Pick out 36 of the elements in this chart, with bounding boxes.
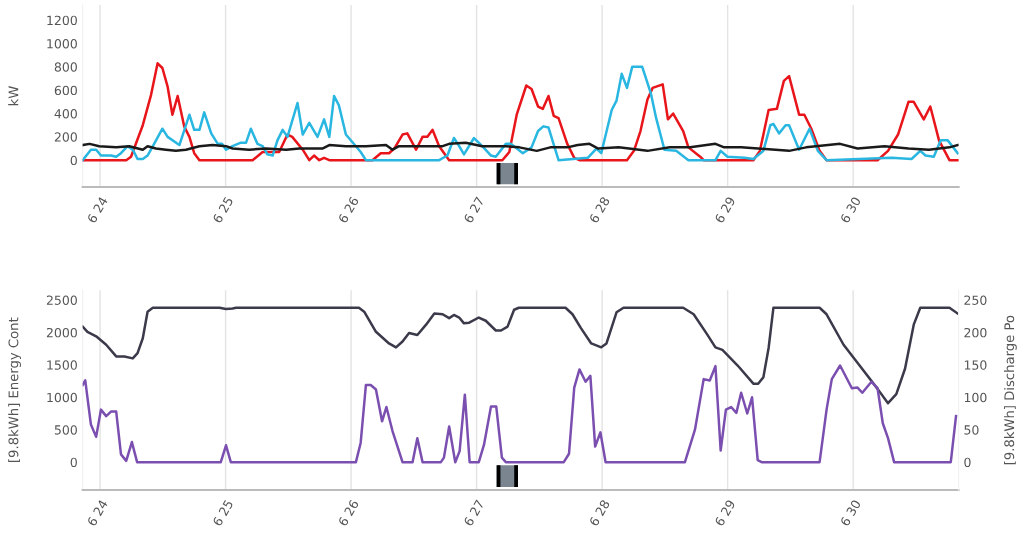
x-tick-label: 6 28 [588,196,611,224]
y-tick-label: 0 [70,155,77,166]
y-axis-title: [9.8kWh] Energy Cont [8,317,21,462]
x-tick-label: 6 24 [86,499,109,527]
y-tick-label: 500 [54,425,77,435]
y-tick-label: 200 [54,132,77,142]
x-tick-label: 6 29 [714,499,736,527]
y2-tick-label: 200 [964,327,987,338]
y2-tick-label: 250 [964,295,987,305]
x-tick-label: 6 24 [86,196,109,224]
y-axis-title: kW [8,86,19,106]
y-tick-label: 2500 [46,295,77,305]
y-tick-label: 1000 [47,392,77,403]
y2-tick-label: 0 [964,457,971,468]
x-tick-label: 6 30 [839,196,862,224]
y-tick-label: 1200 [47,15,77,26]
x-tick-label: 6 25 [212,499,234,527]
y-tick-label: 600 [54,85,77,96]
y-tick-label: 400 [54,108,77,119]
y-tick-label: 1500 [47,360,77,370]
x-tick-label: 6 28 [588,499,611,527]
y-tick-label: 2000 [46,327,77,338]
y2-tick-label: 100 [964,392,987,403]
y-tick-label: 800 [54,62,77,72]
x-tick-label: 6 26 [337,499,360,527]
y2-tick-label: 150 [964,360,987,370]
x-tick-label: 6 30 [839,499,862,527]
y2-axis-title: [9.8kWh] Discharge Po [1004,315,1017,465]
x-tick-label: 6 29 [714,196,736,224]
y-tick-label: 1000 [47,38,77,49]
x-tick-label: 6 25 [212,196,234,224]
x-tick-label: 6 27 [463,499,485,527]
x-tick-label: 6 27 [463,196,485,224]
y-tick-label: 0 [70,457,77,468]
x-tick-label: 6 26 [337,196,360,224]
y2-tick-label: 50 [964,425,979,435]
